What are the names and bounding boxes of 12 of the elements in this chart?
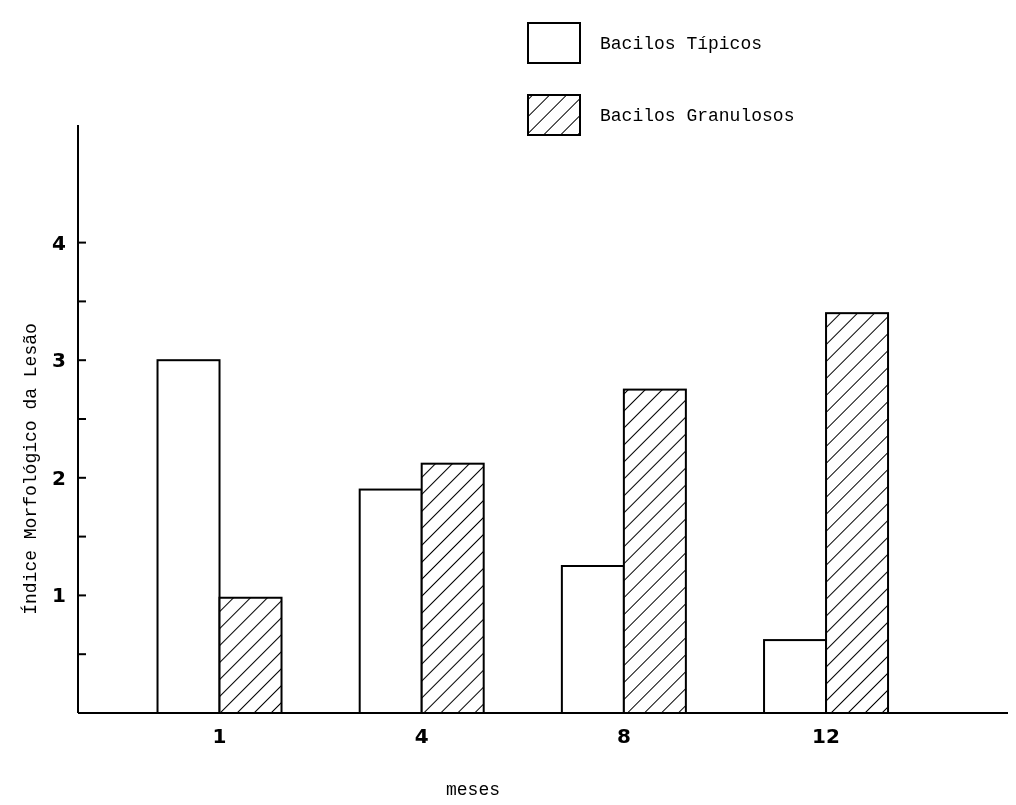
x-tick-label: 8 [616,724,631,748]
y-tick-label: 2 [52,465,66,490]
x-tick-label: 12 [812,724,840,748]
legend-label: Bacilos Granulosos [600,106,795,127]
y-tick-label: 4 [52,230,66,255]
x-tick-label: 4 [414,724,429,748]
y-tick-label: 1 [52,583,66,608]
x-tick-label: 1 [212,724,227,748]
y-axis-title: Índice Morfológico da Lesão [20,323,41,615]
y-tick-label: 3 [52,348,66,373]
x-axis-title: meses [445,780,501,800]
legend-label: Bacilos Típicos [600,34,763,55]
